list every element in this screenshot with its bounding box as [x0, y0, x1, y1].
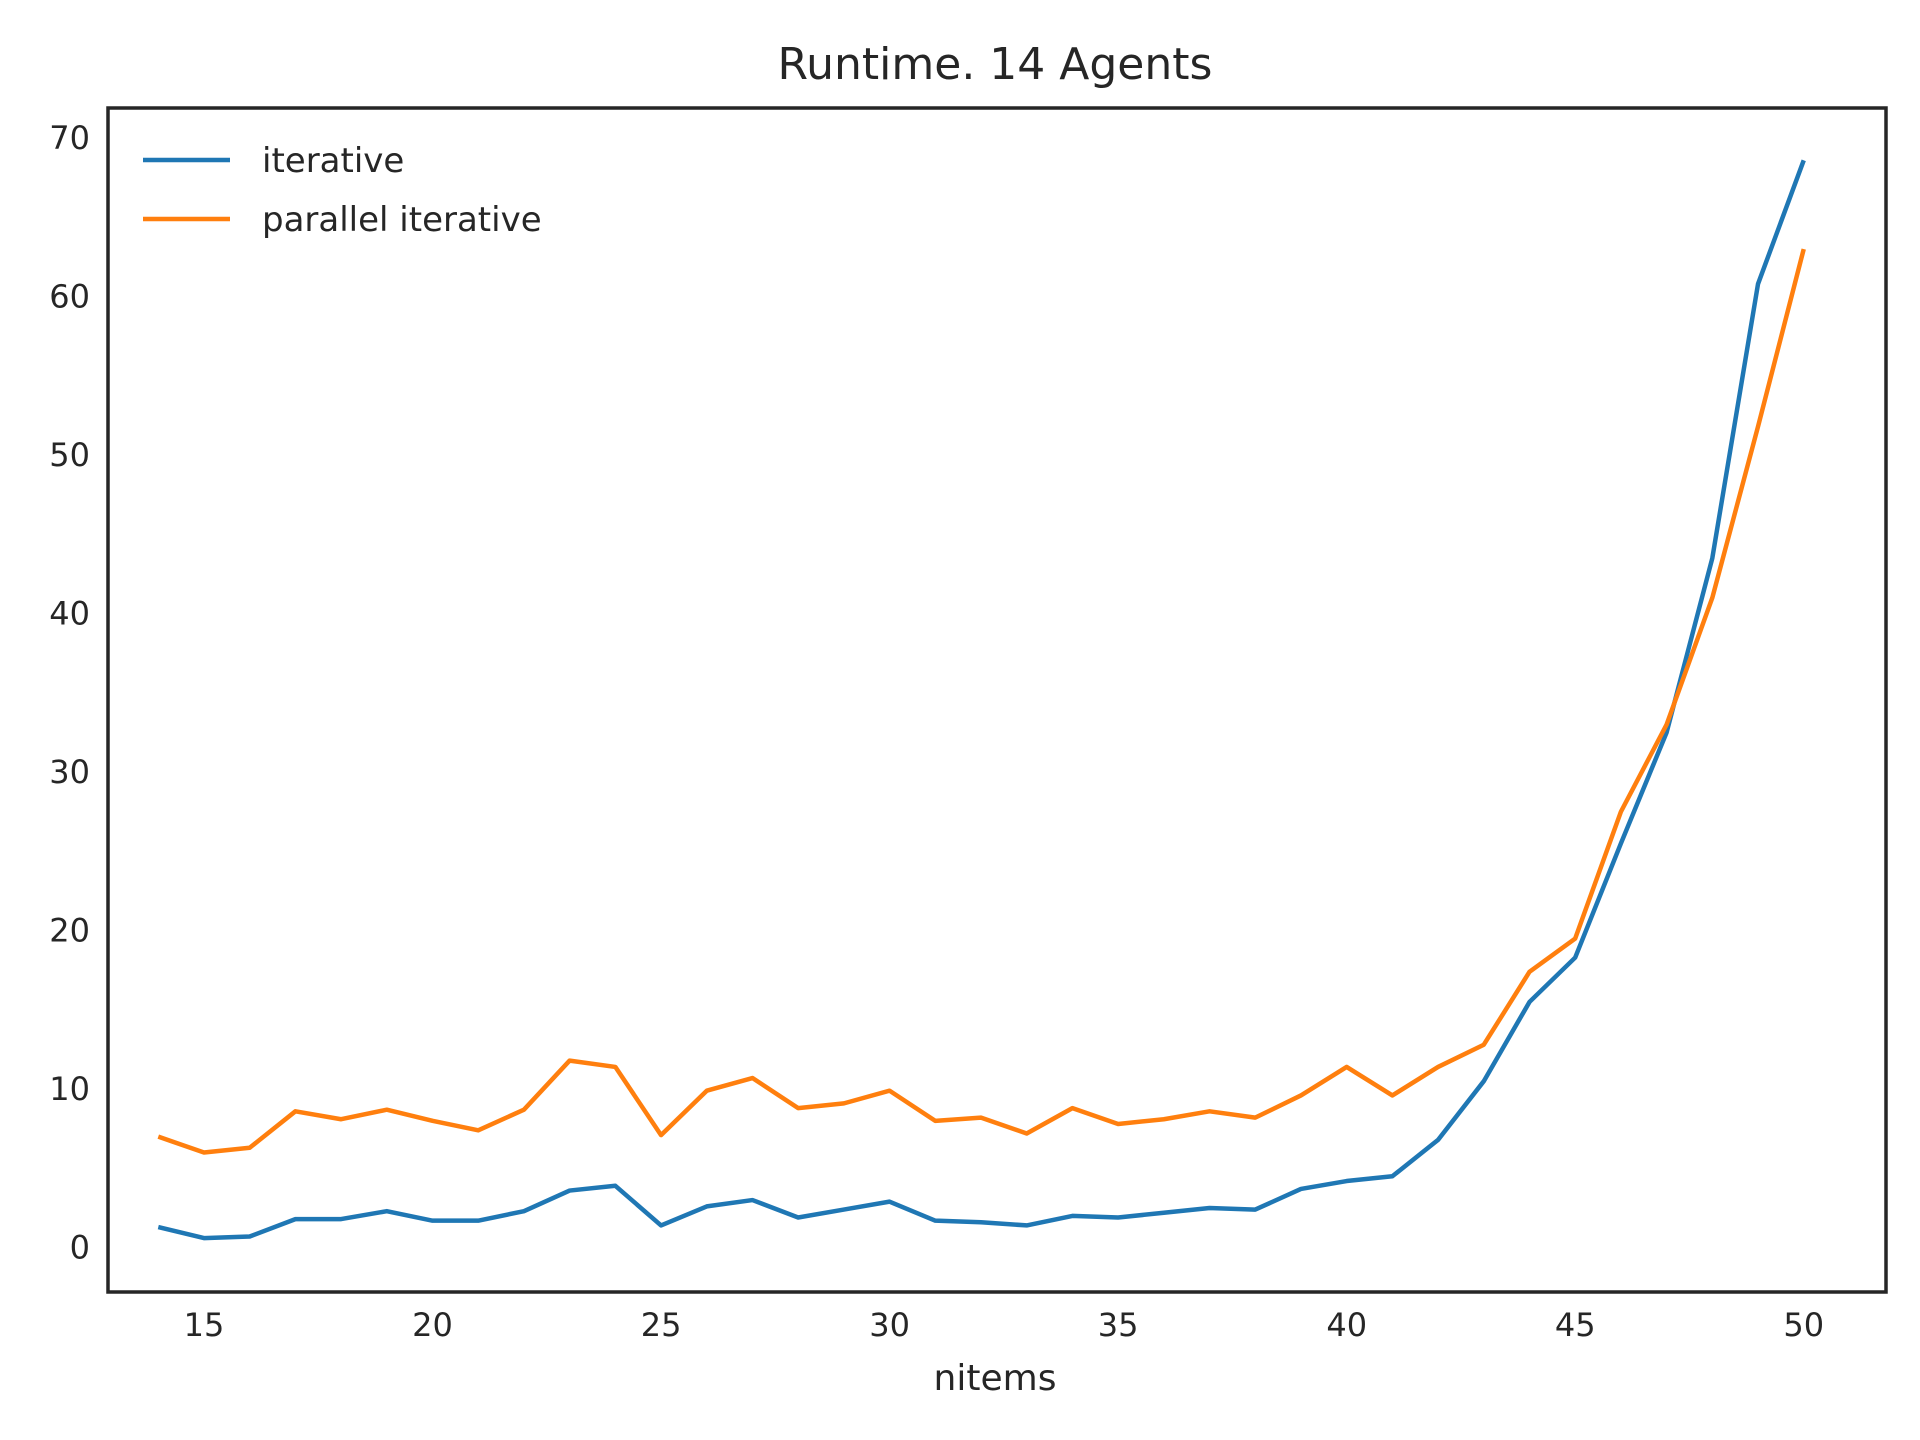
series-line-iterative — [157, 159, 1806, 1241]
x-axis-label: nitems — [934, 1358, 1057, 1399]
y-tick-label: 40 — [49, 595, 90, 633]
x-tick-label: 50 — [1783, 1306, 1824, 1344]
series-line-parallel-iterative — [157, 248, 1806, 1155]
legend-label-iterative: iterative — [262, 141, 404, 181]
y-tick-label: 0 — [70, 1229, 90, 1267]
series-layer — [157, 159, 1806, 1241]
x-tick-label: 20 — [412, 1306, 453, 1344]
x-tick-labels: 15 20 25 30 35 40 45 50 — [184, 1306, 1824, 1344]
y-tick-label: 20 — [49, 912, 90, 950]
x-tick-label: 15 — [184, 1306, 225, 1344]
y-tick-label: 10 — [49, 1070, 90, 1108]
legend: iterative parallel iterative — [143, 141, 542, 240]
y-tick-label: 50 — [49, 436, 90, 474]
chart-title: Runtime. 14 Agents — [778, 39, 1213, 90]
x-tick-label: 25 — [641, 1306, 682, 1344]
y-tick-label: 60 — [49, 278, 90, 316]
y-tick-label: 70 — [49, 119, 90, 157]
x-tick-label: 35 — [1098, 1306, 1139, 1344]
legend-label-parallel-iterative: parallel iterative — [262, 200, 542, 240]
plot-frame — [106, 106, 1888, 1294]
x-tick-label: 40 — [1326, 1306, 1367, 1344]
y-tick-labels: 0 10 20 30 40 50 60 70 — [49, 119, 90, 1267]
x-tick-label: 45 — [1555, 1306, 1596, 1344]
y-tick-label: 30 — [49, 753, 90, 791]
x-tick-label: 30 — [869, 1306, 910, 1344]
